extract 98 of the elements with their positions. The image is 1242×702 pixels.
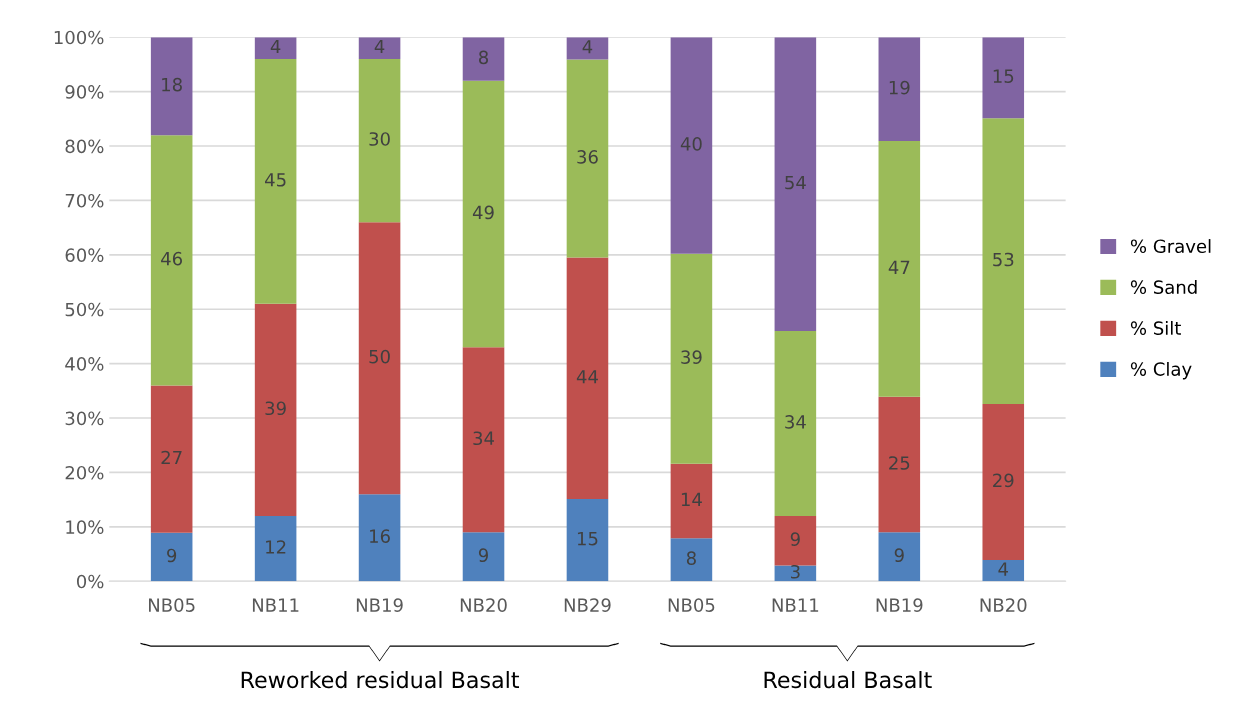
- bar: [566, 37, 609, 60]
- bar: [774, 330, 817, 516]
- bar: [878, 396, 921, 533]
- bar: [254, 515, 297, 582]
- data-label: 27: [161, 450, 182, 465]
- bar: [150, 385, 193, 533]
- data-label: 39: [681, 350, 702, 364]
- bar: [254, 303, 297, 516]
- bar: [774, 565, 817, 582]
- x-tick-label: NB19: [356, 598, 403, 612]
- legend-label: % Clay: [1130, 361, 1192, 380]
- data-label: 19: [889, 80, 910, 95]
- bar: [150, 37, 193, 136]
- data-label: 12: [266, 540, 286, 554]
- y-tick-label: 70%: [65, 193, 104, 208]
- bar: [150, 532, 193, 582]
- y-tick-label: 30%: [65, 411, 104, 426]
- x-tick-label: NB11: [252, 598, 299, 612]
- data-label: 30: [369, 132, 390, 146]
- data-label: 14: [681, 492, 702, 506]
- legend-label: % Silt: [1130, 320, 1181, 335]
- data-label: 4: [270, 39, 281, 54]
- data-label: 9: [167, 548, 177, 563]
- bar: [982, 37, 1025, 119]
- data-label: 15: [993, 69, 1014, 83]
- bar: [982, 560, 1025, 582]
- data-label: 25: [889, 456, 910, 470]
- bar: [358, 58, 401, 223]
- y-tick-label: 100%: [54, 30, 104, 45]
- data-label: 40: [680, 137, 702, 151]
- x-tick-label: NB11: [772, 598, 819, 612]
- bar: [566, 257, 609, 500]
- data-label: 47: [888, 260, 910, 274]
- bar: [566, 59, 609, 258]
- bar: [254, 37, 297, 59]
- bar: [462, 80, 505, 348]
- data-label: 36: [577, 150, 598, 164]
- data-label: 46: [161, 251, 183, 266]
- x-tick-label: NB29: [564, 598, 611, 612]
- y-tick-label: 50%: [65, 302, 104, 317]
- data-label: 29: [993, 473, 1014, 488]
- bar: [670, 253, 713, 464]
- bar: [462, 37, 505, 81]
- data-label: 9: [790, 532, 800, 546]
- data-label: 45: [265, 173, 286, 187]
- data-label: 4: [374, 39, 385, 54]
- bar: [150, 135, 193, 386]
- x-tick-label: NB05: [668, 598, 715, 612]
- data-label: 54: [785, 175, 806, 190]
- data-label: 50: [369, 349, 390, 364]
- x-tick-label: NB05: [149, 598, 195, 612]
- bar: [878, 141, 921, 397]
- y-tick-label: 90%: [65, 85, 104, 99]
- data-label: 15: [577, 532, 598, 546]
- x-tick-label: NB19: [876, 598, 923, 612]
- bar: [358, 222, 401, 495]
- y-tick-label: 10%: [66, 520, 104, 534]
- data-label: 34: [473, 431, 494, 446]
- bar: [254, 58, 297, 304]
- data-label: 44: [576, 370, 598, 384]
- x-tick-label: NB20: [980, 598, 1027, 612]
- x-tick-label: NB20: [460, 598, 507, 612]
- bar: [774, 515, 817, 566]
- bar: [462, 347, 505, 533]
- bar: [670, 538, 713, 582]
- legend-label: % Sand: [1130, 280, 1197, 294]
- data-label: 4: [582, 40, 593, 54]
- data-label: 8: [686, 551, 696, 565]
- data-label: 39: [265, 401, 286, 416]
- y-tick-label: 0%: [76, 574, 104, 589]
- data-label: 16: [370, 529, 390, 543]
- text: Reworked residual Basalt: [241, 671, 520, 689]
- bar: [670, 463, 713, 539]
- data-label: 53: [993, 252, 1014, 267]
- bar: [982, 118, 1025, 404]
- text: Residual Basalt: [764, 671, 932, 689]
- bar: [566, 499, 609, 582]
- y-tick-label: 80%: [65, 139, 104, 154]
- data-label: 3: [791, 564, 800, 579]
- bar: [878, 37, 921, 142]
- data-label: 34: [785, 415, 806, 429]
- y-tick-label: 40%: [65, 357, 104, 371]
- y-tick-label: 60%: [65, 248, 104, 262]
- bar: [462, 532, 505, 582]
- bar: [670, 37, 713, 254]
- data-label: 8: [479, 50, 489, 65]
- bar: [358, 494, 401, 582]
- data-label: 49: [472, 205, 494, 220]
- data-label: 4: [998, 562, 1008, 576]
- bar: [982, 403, 1025, 561]
- data-label: 9: [894, 548, 904, 563]
- legend-label: % Gravel: [1130, 239, 1211, 254]
- y-tick-label: 20%: [65, 465, 104, 480]
- bar: [878, 532, 921, 582]
- data-label: 18: [162, 77, 182, 92]
- data-label: 9: [478, 548, 488, 563]
- bar: [358, 37, 401, 59]
- bar: [774, 37, 817, 331]
